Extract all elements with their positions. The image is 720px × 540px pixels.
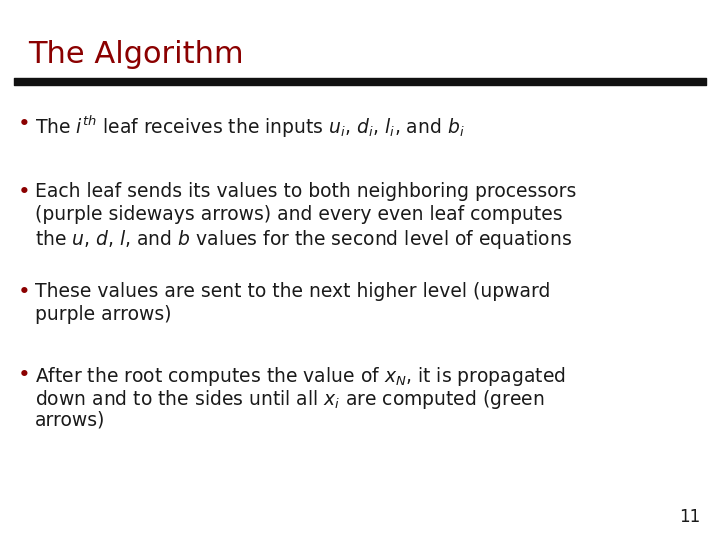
Text: purple arrows): purple arrows) (35, 305, 171, 324)
Text: arrows): arrows) (35, 411, 105, 430)
Text: the $\mathit{u}$, $\mathit{d}$, $\mathit{l}$, and $\mathit{b}$ values for the se: the $\mathit{u}$, $\mathit{d}$, $\mathit… (35, 228, 572, 251)
Text: down and to the sides until all $x_i$ are computed (green: down and to the sides until all $x_i$ ar… (35, 388, 544, 411)
Text: Each leaf sends its values to both neighboring processors: Each leaf sends its values to both neigh… (35, 182, 577, 201)
Text: •: • (18, 114, 31, 134)
Text: These values are sent to the next higher level (upward: These values are sent to the next higher… (35, 282, 550, 301)
Text: The $\mathit{i}^{th}$ leaf receives the inputs $\mathit{u}_i$, $\mathit{d}_i$, $: The $\mathit{i}^{th}$ leaf receives the … (35, 114, 464, 140)
Text: The Algorithm: The Algorithm (28, 40, 243, 69)
Text: After the root computes the value of $x_N$, it is propagated: After the root computes the value of $x_… (35, 365, 566, 388)
Text: •: • (18, 365, 31, 385)
Text: •: • (18, 282, 31, 302)
Text: •: • (18, 182, 31, 202)
Text: (purple sideways arrows) and every even leaf computes: (purple sideways arrows) and every even … (35, 205, 562, 224)
Text: 11: 11 (679, 508, 700, 526)
